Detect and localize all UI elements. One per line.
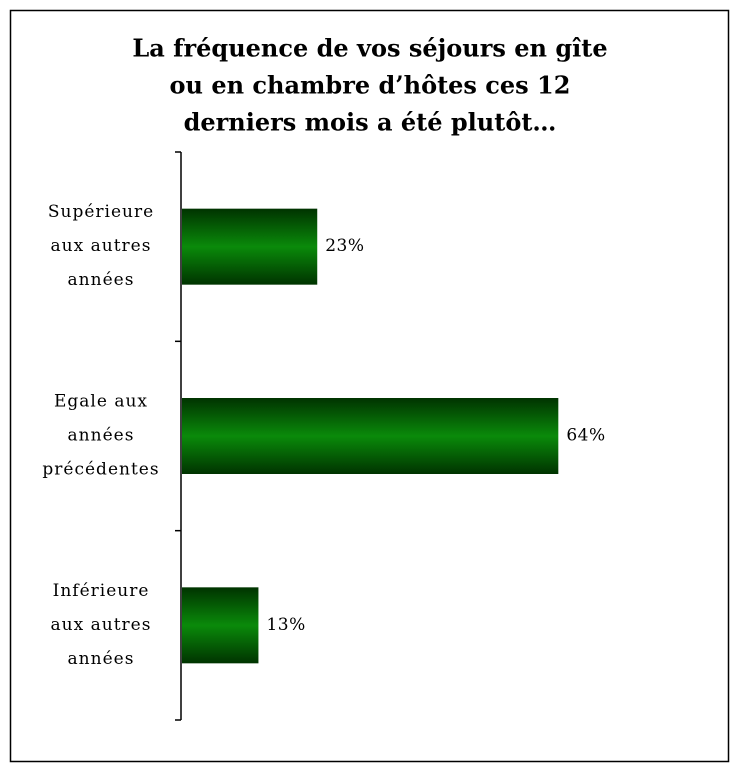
bar [182,587,259,664]
y-tick-label: années [68,426,135,446]
chart-title: La fréquence de vos séjours en gîte [132,34,607,63]
y-tick-label: Supérieure [48,202,154,222]
value-label: 13% [266,615,305,635]
bar [182,398,559,474]
value-label: 64% [566,426,605,446]
frame [9,9,730,763]
y-tick-label: Egale aux [54,392,148,412]
chart-title: ou en chambre d’hôtes ces 12 [170,71,571,100]
chart-title: derniers mois a été plutôt… [184,108,557,137]
bar [182,208,318,285]
y-tick-label: aux autres [51,615,152,635]
y-tick-label: aux autres [51,236,152,256]
value-label: 23% [325,236,364,256]
y-tick-label: Inférieure [53,581,150,601]
y-tick-label: précédentes [42,460,159,480]
y-tick-label: années [68,270,135,290]
y-tick-label: années [68,649,135,669]
